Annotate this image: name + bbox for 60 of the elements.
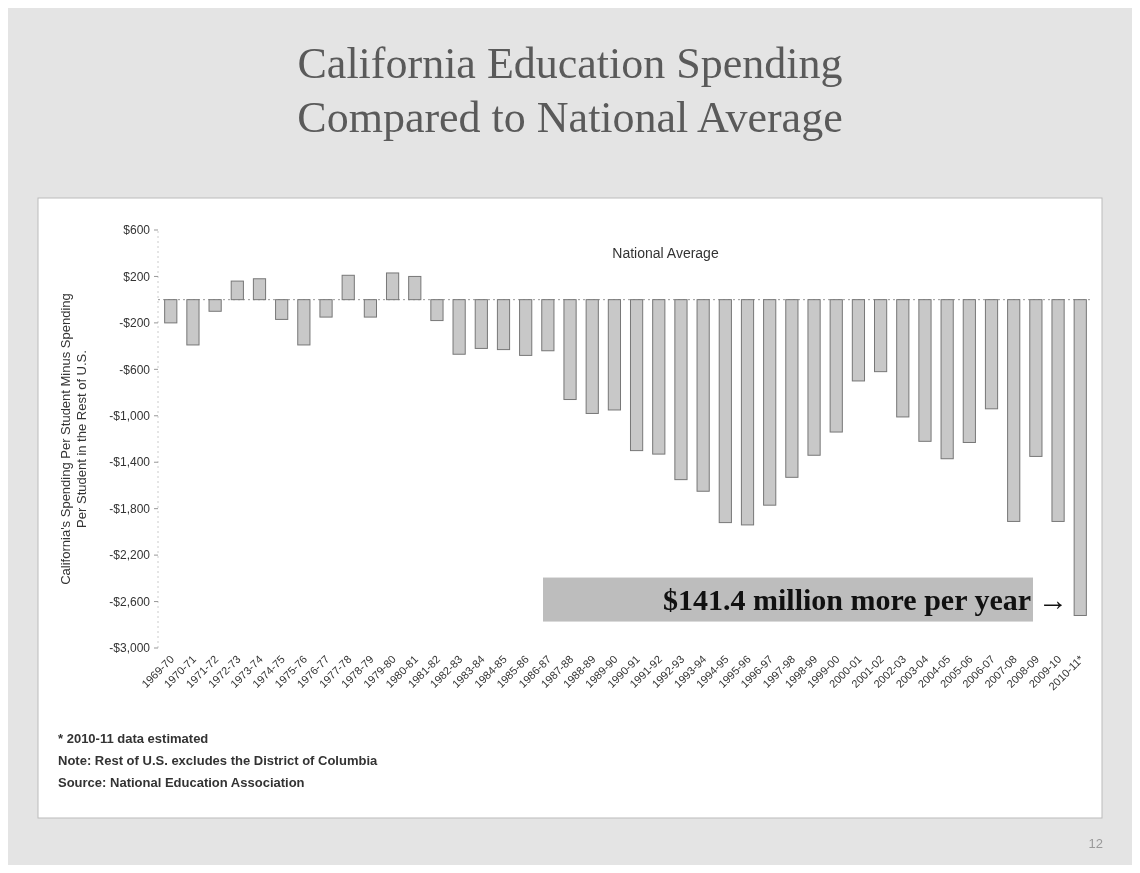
y-tick-label: -$1,800 (109, 501, 151, 516)
y-axis-title: California's Spending Per Student Minus Spending Per Student in the Rest of U.S. (58, 293, 89, 585)
y-tick-label: -$600 (119, 362, 151, 377)
y-tick-label: -$2,200 (109, 548, 151, 563)
bar (652, 299, 666, 455)
bar (496, 299, 511, 351)
bar (918, 299, 932, 442)
y-tick-label: $200 (123, 269, 151, 284)
bar (319, 299, 333, 318)
bar (519, 299, 533, 356)
bar (696, 299, 710, 492)
bar (230, 280, 244, 301)
bar (829, 299, 843, 433)
bar (1029, 299, 1043, 457)
bar (1051, 299, 1065, 522)
bar (984, 299, 999, 410)
bar (297, 299, 311, 346)
bar (785, 299, 799, 478)
bar (186, 299, 200, 346)
bar (718, 299, 732, 524)
bar (341, 274, 355, 301)
y-tick-label: -$1,400 (109, 455, 151, 470)
bar (740, 299, 755, 526)
bar (385, 272, 400, 301)
y-tick-label: -$2,600 (109, 594, 151, 609)
bar (1073, 299, 1087, 616)
bar (874, 299, 888, 373)
bar (629, 299, 644, 452)
bar (363, 299, 377, 318)
bar (607, 299, 622, 411)
bar (208, 299, 222, 312)
bar (962, 299, 976, 443)
y-tick-label: -$3,000 (109, 641, 151, 656)
text: Note: Rest of U.S. excludes the District of Columbia (58, 753, 379, 768)
y-tick-label: -$1,000 (109, 408, 151, 423)
bar (275, 299, 289, 320)
bar (408, 275, 422, 301)
bar (851, 299, 866, 382)
bar (474, 299, 488, 349)
y-tick-label: $600 (123, 223, 151, 238)
bar (1007, 299, 1021, 522)
bar (563, 299, 577, 401)
bar (940, 299, 954, 460)
bar (252, 278, 267, 301)
bar (896, 299, 910, 418)
chart-title: California Education Spending Compared to National Average (297, 39, 843, 142)
bar (452, 299, 466, 355)
text: 12 (1088, 836, 1103, 851)
bar (674, 299, 688, 481)
y-tick-label: -$200 (119, 316, 151, 331)
bar (430, 299, 444, 322)
source-note: Source: National Education Association (58, 775, 305, 790)
text: * 2010-11 data estimated (58, 731, 209, 746)
bar (541, 299, 555, 352)
bar (763, 299, 777, 506)
bar (164, 299, 178, 324)
ref-line-label: National Average (612, 244, 719, 261)
bar (585, 299, 599, 414)
annotation: $141.4 million more per year → (663, 582, 1068, 616)
bar (807, 299, 821, 456)
